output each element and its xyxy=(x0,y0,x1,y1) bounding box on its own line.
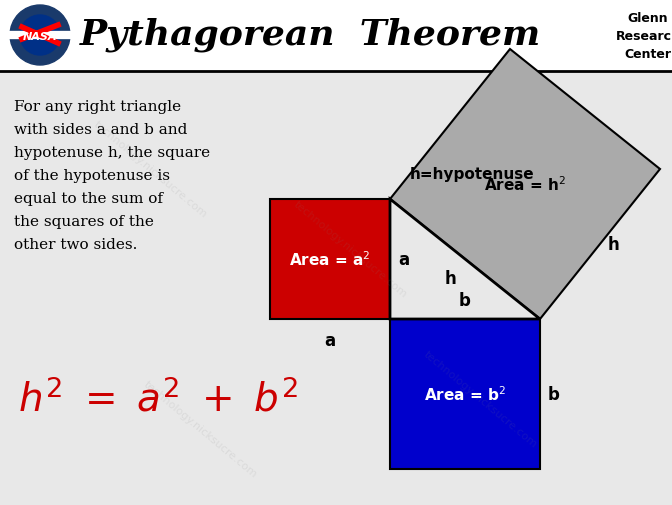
Text: Glenn
Research
Center: Glenn Research Center xyxy=(616,12,672,61)
Bar xyxy=(0,0,672,72)
Text: Area = b$^2$: Area = b$^2$ xyxy=(424,385,506,403)
Text: of the hypotenuse is: of the hypotenuse is xyxy=(14,169,170,183)
Text: technology.nicksucre.com: technology.nicksucre.com xyxy=(292,199,409,299)
Text: b: b xyxy=(459,291,471,310)
Text: $h^2\ =\ a^2\ +\ b^2$: $h^2\ =\ a^2\ +\ b^2$ xyxy=(18,379,298,419)
Text: technology.nicksucre.com: technology.nicksucre.com xyxy=(421,349,538,449)
Text: technology.nicksucre.com: technology.nicksucre.com xyxy=(141,379,259,479)
Text: b: b xyxy=(548,385,560,403)
Text: Area = h$^2$: Area = h$^2$ xyxy=(484,175,566,194)
Polygon shape xyxy=(390,50,660,319)
Text: other two sides.: other two sides. xyxy=(14,237,137,251)
Text: the squares of the: the squares of the xyxy=(14,215,154,229)
Text: For any right triangle: For any right triangle xyxy=(14,100,181,114)
Text: with sides a and b and: with sides a and b and xyxy=(14,123,187,137)
Polygon shape xyxy=(270,199,390,319)
Text: h: h xyxy=(608,235,620,254)
Polygon shape xyxy=(390,319,540,469)
Text: technology.nicksucre.com: technology.nicksucre.com xyxy=(91,120,208,220)
Polygon shape xyxy=(390,199,540,319)
Text: NASA: NASA xyxy=(23,32,57,42)
Text: h=hypotenuse: h=hypotenuse xyxy=(410,167,535,182)
Circle shape xyxy=(10,6,70,66)
Text: hypotenuse h, the square: hypotenuse h, the square xyxy=(14,146,210,160)
Text: equal to the sum of: equal to the sum of xyxy=(14,191,163,206)
Circle shape xyxy=(20,16,60,56)
Text: a: a xyxy=(398,250,409,269)
Text: Area = a$^2$: Area = a$^2$ xyxy=(289,250,371,269)
Text: a: a xyxy=(325,331,335,349)
Text: h: h xyxy=(444,270,456,287)
Text: Pythagorean  Theorem: Pythagorean Theorem xyxy=(79,18,541,52)
